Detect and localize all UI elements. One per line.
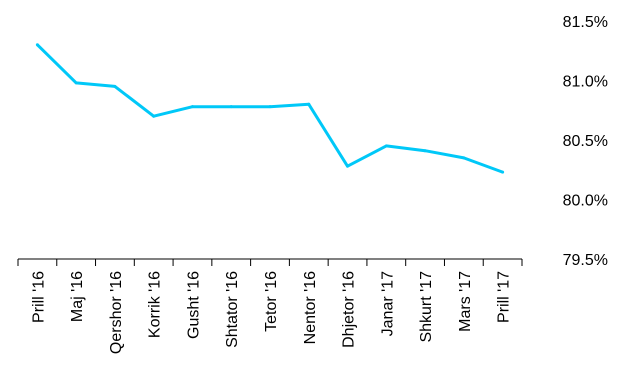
x-tick-label: Nentor '16 <box>302 271 319 344</box>
x-tick-label: Janar '17 <box>379 271 396 336</box>
x-tick-label: Maj '16 <box>69 271 86 322</box>
y-tick-label: 80.0% <box>563 193 608 210</box>
y-axis-tick-labels: 79.5% 80.0% 80.5% 81.0% 81.5% <box>563 14 608 269</box>
x-tick-label: Shkurt '17 <box>418 271 435 343</box>
x-tick-label: Prill '17 <box>496 271 513 323</box>
x-tick-label: Korrik '16 <box>147 271 164 338</box>
data-point <box>74 81 78 85</box>
y-tick-label: 79.5% <box>563 252 608 269</box>
x-tick-label: Prill '16 <box>30 271 47 323</box>
x-tick-label: Shtator '16 <box>224 271 241 348</box>
series-line <box>36 43 504 174</box>
data-point <box>346 164 350 168</box>
x-tick-label: Mars '17 <box>457 271 474 332</box>
data-point <box>501 170 505 174</box>
data-point <box>35 43 39 47</box>
data-point <box>268 105 272 109</box>
y-tick-label: 81.5% <box>563 14 608 31</box>
x-tick-label: Tetor '16 <box>263 271 280 332</box>
data-point <box>152 114 156 118</box>
series-group <box>35 43 505 174</box>
data-point <box>462 156 466 160</box>
data-point <box>229 105 233 109</box>
data-point <box>307 102 311 106</box>
x-axis-tick-labels: Prill '16 Maj '16 Qershor '16 Korrik '16 Gus… <box>30 271 512 354</box>
x-tick-label: Dhjetor '16 <box>341 271 358 348</box>
data-point <box>384 144 388 148</box>
y-tick-label: 80.5% <box>563 133 608 150</box>
x-tick-label: Qershor '16 <box>108 271 125 354</box>
x-axis <box>17 258 523 266</box>
data-point <box>190 105 194 109</box>
y-tick-label: 81.0% <box>563 74 608 91</box>
data-point <box>423 149 427 153</box>
data-point <box>113 84 117 88</box>
x-tick-label: Gusht '16 <box>185 271 202 339</box>
